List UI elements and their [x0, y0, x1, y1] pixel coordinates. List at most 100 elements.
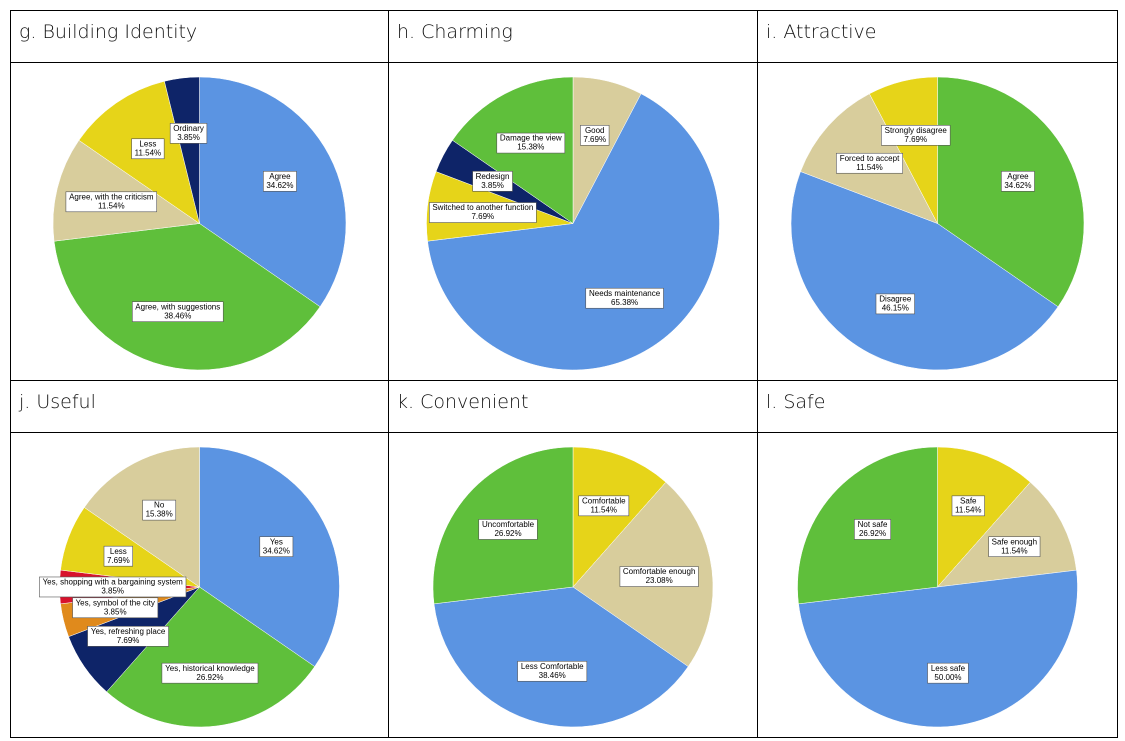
pie-slice: [83, 446, 200, 588]
value-label: 15.38%: [517, 143, 544, 152]
value-label: 3.85%: [481, 181, 504, 190]
chart-cell: Good 7.69% Needs maintenance 65.38% Switched…: [388, 62, 758, 381]
pie-slice: [790, 171, 1059, 371]
label-box: [875, 293, 915, 315]
label-box: [580, 125, 610, 146]
pie-slice: [936, 481, 1077, 588]
category-label: Yes, historical knowledge: [165, 664, 255, 673]
label-box: [169, 123, 208, 144]
chart-cell: Safe 11.54% Safe enough 11.54% Less safe 50.0…: [757, 432, 1118, 738]
pie-slice: [937, 76, 1085, 308]
chart-cell: Yes 34.62% Yes, historical knowledge 26.92%…: [10, 432, 389, 738]
cell-title: j. Useful: [10, 380, 389, 433]
label-box: [72, 597, 159, 619]
pie-slice: [937, 446, 1031, 588]
category-label: Less: [139, 139, 156, 148]
value-label: 3.85%: [101, 587, 124, 596]
category-label: Yes: [270, 537, 283, 546]
category-label: Uncomfortable: [482, 520, 535, 529]
value-label: 7.69%: [471, 212, 494, 221]
pie-slice: [869, 76, 938, 224]
pie-slice: [572, 446, 667, 588]
pie-slice: [433, 586, 689, 728]
label-box: [472, 170, 513, 192]
value-label: 7.69%: [583, 135, 606, 144]
pie-slice: [106, 586, 316, 728]
value-label: 11.54%: [135, 148, 162, 157]
label-box: [161, 662, 259, 684]
value-label: 34.62%: [1004, 181, 1031, 190]
value-label: 11.54%: [955, 505, 982, 514]
slice-label: Yes, shopping with a bargaining system3.…: [39, 576, 187, 598]
value-label: 26.92%: [196, 673, 223, 682]
value-label: 7.69%: [107, 556, 130, 565]
category-label: Comfortable enough: [623, 567, 696, 576]
value-label: 7.69%: [904, 135, 927, 144]
category-label: Disagree: [879, 295, 912, 304]
label-box: [478, 519, 538, 540]
value-label: 50.00%: [934, 673, 961, 682]
label-box: [585, 287, 664, 309]
value-label: 34.62%: [263, 546, 290, 555]
label-box: [951, 495, 985, 517]
category-label: Agree: [1007, 172, 1029, 181]
category-label: Yes, shopping with a bargaining system: [43, 578, 184, 587]
cell-title: l. Safe: [757, 380, 1118, 433]
value-label: 3.85%: [104, 607, 127, 616]
category-label: Agree, with suggestions: [135, 302, 220, 311]
label-box: [854, 519, 892, 540]
chart-cell: Comfortable 11.54% Comfortable enough 23.08…: [388, 432, 758, 738]
label-box: [578, 495, 630, 517]
label-box: [881, 125, 951, 146]
label-box: [87, 626, 169, 647]
category-label: Forced to accept: [840, 154, 900, 163]
cell-title: i. Attractive: [757, 10, 1118, 63]
cell-title: k. Convenient: [388, 380, 758, 433]
pie-slice: [52, 139, 201, 242]
chart-cell: Agree 34.62% Agree, with suggestions 38.46%…: [10, 62, 389, 381]
label-box: [263, 170, 297, 192]
value-label: 23.08%: [646, 576, 673, 585]
label-box: [496, 132, 566, 154]
label-box: [131, 138, 165, 160]
category-label: Less: [110, 547, 127, 556]
label-box: [132, 301, 224, 322]
label-box: [836, 152, 904, 174]
pie-slice: [199, 76, 347, 308]
category-label: Needs maintenance: [589, 289, 661, 298]
label-box: [65, 191, 158, 213]
value-label: 15.38%: [146, 510, 173, 519]
category-label: Good: [585, 126, 605, 135]
value-label: 65.38%: [611, 298, 638, 307]
pie-slice: [164, 76, 200, 224]
category-label: Switched to another function: [432, 203, 533, 212]
value-label: 11.54%: [1001, 546, 1028, 555]
category-label: Damage the view: [500, 134, 562, 143]
category-label: Less Comfortable: [521, 662, 584, 671]
value-label: 38.46%: [164, 311, 191, 320]
label-box: [142, 499, 177, 521]
chart-cell: Agree 34.62% Disagree 46.15% Forced to accep…: [757, 62, 1118, 381]
category-label: Less safe: [931, 664, 966, 673]
